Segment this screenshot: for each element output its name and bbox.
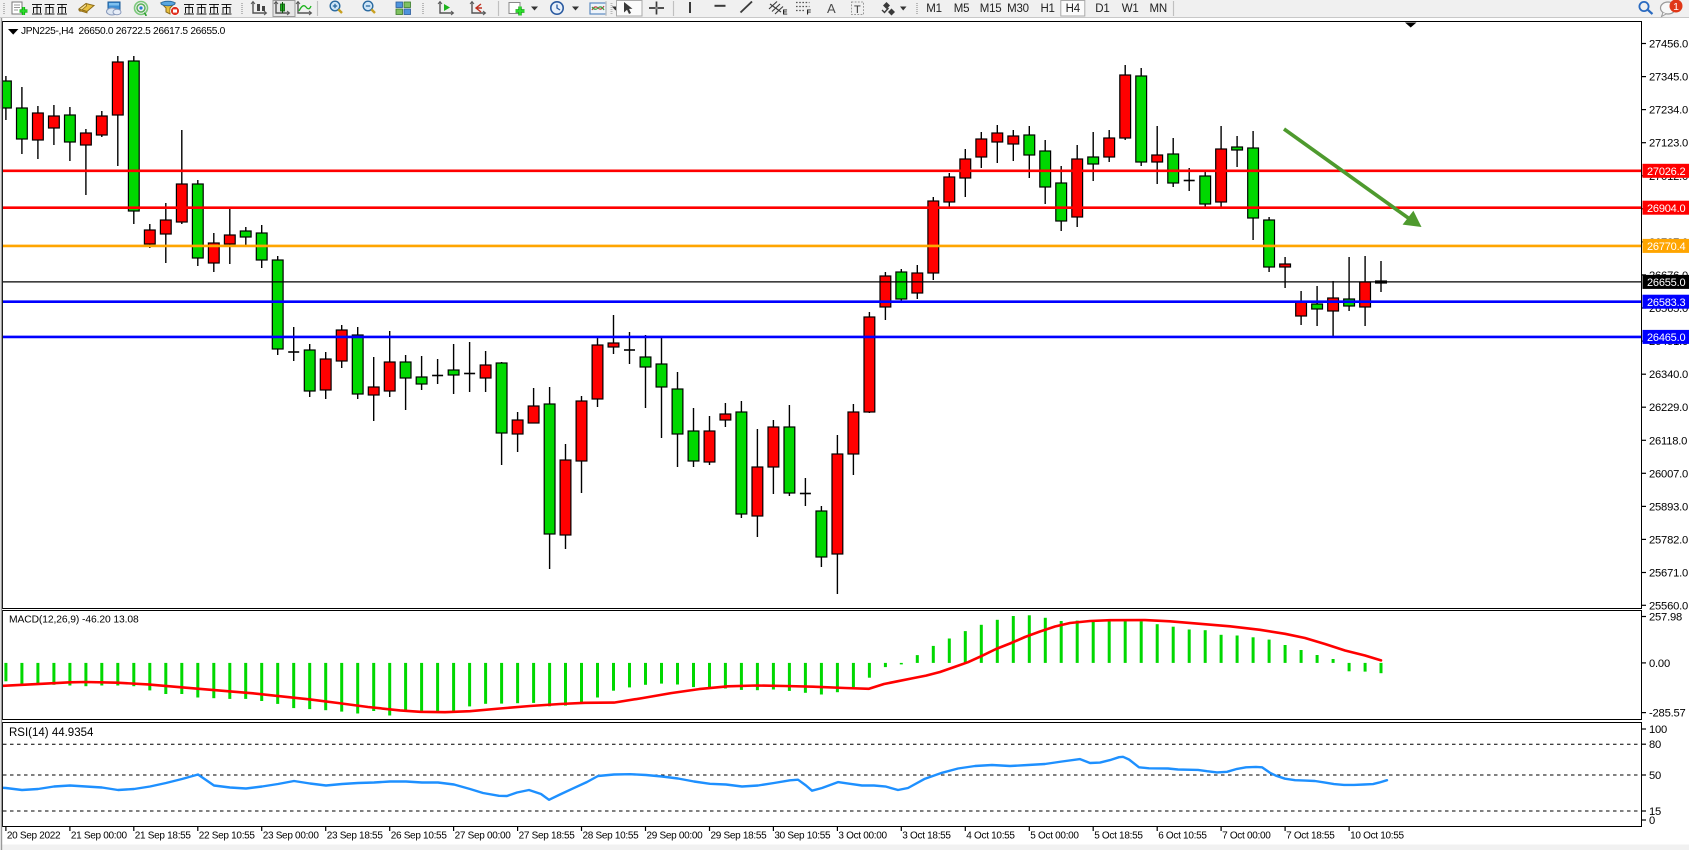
svg-text:20 Sep 2022: 20 Sep 2022 [7,831,61,842]
svg-text:27345.0: 27345.0 [1649,72,1688,84]
svg-text:JPN225-,H4 26650.0 26722.5 26: JPN225-,H4 26650.0 26722.5 26617.5 26655… [21,26,226,37]
svg-text:23 Sep 00:00: 23 Sep 00:00 [263,831,320,842]
svg-text:-285.57: -285.57 [1649,708,1686,720]
svg-text:4 Oct 10:55: 4 Oct 10:55 [966,831,1015,842]
svg-text:27 Sep 18:55: 27 Sep 18:55 [519,831,576,842]
svg-text:26583.3: 26583.3 [1647,297,1685,309]
svg-text:28 Sep 10:55: 28 Sep 10:55 [583,831,640,842]
svg-text:25893.0: 25893.0 [1649,501,1688,513]
svg-text:257.98: 257.98 [1649,612,1682,624]
svg-text:E: E [783,8,788,17]
svg-text:H1: H1 [1040,3,1054,15]
svg-text:RSI(14) 44.9354: RSI(14) 44.9354 [9,727,94,739]
svg-text:26118.0: 26118.0 [1649,435,1687,447]
svg-text:80: 80 [1649,739,1661,751]
svg-text:25782.0: 25782.0 [1649,534,1688,546]
svg-text:100: 100 [1649,724,1667,736]
svg-text:MACD(12,26,9) -46.20 13.08: MACD(12,26,9) -46.20 13.08 [9,615,139,626]
svg-text:M1: M1 [926,3,942,15]
svg-text:25560.0: 25560.0 [1649,600,1688,612]
svg-text:27026.2: 27026.2 [1647,166,1685,178]
svg-text:6 Oct 10:55: 6 Oct 10:55 [1158,831,1207,842]
svg-text:50: 50 [1649,770,1661,782]
svg-text:29 Sep 00:00: 29 Sep 00:00 [647,831,704,842]
svg-text:A: A [827,1,836,16]
svg-text:26904.0: 26904.0 [1647,203,1685,215]
svg-text:27456.0: 27456.0 [1649,39,1688,51]
svg-text:26465.0: 26465.0 [1647,332,1685,344]
svg-text:F: F [807,8,812,17]
svg-text:26007.0: 26007.0 [1649,468,1688,480]
svg-text:M30: M30 [1007,3,1029,15]
svg-text:27 Sep 00:00: 27 Sep 00:00 [455,831,512,842]
svg-text:5 Oct 00:00: 5 Oct 00:00 [1030,831,1079,842]
svg-text:27123.0: 27123.0 [1649,138,1688,150]
svg-text:0: 0 [1649,815,1655,827]
svg-text:1: 1 [1673,1,1679,13]
svg-text:W1: W1 [1122,3,1139,15]
svg-text:MN: MN [1149,3,1167,15]
svg-text:26229.0: 26229.0 [1649,402,1688,414]
svg-text:27234.0: 27234.0 [1649,105,1688,117]
svg-text:5 Oct 18:55: 5 Oct 18:55 [1094,831,1143,842]
svg-text:22 Sep 10:55: 22 Sep 10:55 [199,831,256,842]
svg-text:H4: H4 [1066,3,1081,15]
svg-text:21 Sep 00:00: 21 Sep 00:00 [71,831,128,842]
svg-text:D1: D1 [1095,3,1109,15]
svg-text:3 Oct 00:00: 3 Oct 00:00 [838,831,887,842]
svg-text:0.00: 0.00 [1649,658,1670,670]
svg-text:30 Sep 10:55: 30 Sep 10:55 [774,831,831,842]
svg-text:26770.4: 26770.4 [1647,241,1685,253]
svg-text:25671.0: 25671.0 [1649,568,1688,580]
svg-text:15: 15 [1649,806,1661,818]
svg-text:26340.0: 26340.0 [1649,369,1688,381]
svg-text:T: T [854,4,861,16]
svg-text:3 Oct 18:55: 3 Oct 18:55 [902,831,951,842]
svg-text:M5: M5 [954,3,970,15]
svg-text:M15: M15 [980,3,1002,15]
svg-text:29 Sep 18:55: 29 Sep 18:55 [711,831,768,842]
svg-text:26655.0: 26655.0 [1647,277,1685,289]
svg-text:10 Oct 10:55: 10 Oct 10:55 [1350,831,1404,842]
svg-text:23 Sep 18:55: 23 Sep 18:55 [327,831,384,842]
svg-text:7 Oct 00:00: 7 Oct 00:00 [1222,831,1271,842]
svg-text:26 Sep 10:55: 26 Sep 10:55 [391,831,448,842]
svg-text:7 Oct 18:55: 7 Oct 18:55 [1286,831,1335,842]
svg-text:21 Sep 18:55: 21 Sep 18:55 [135,831,192,842]
